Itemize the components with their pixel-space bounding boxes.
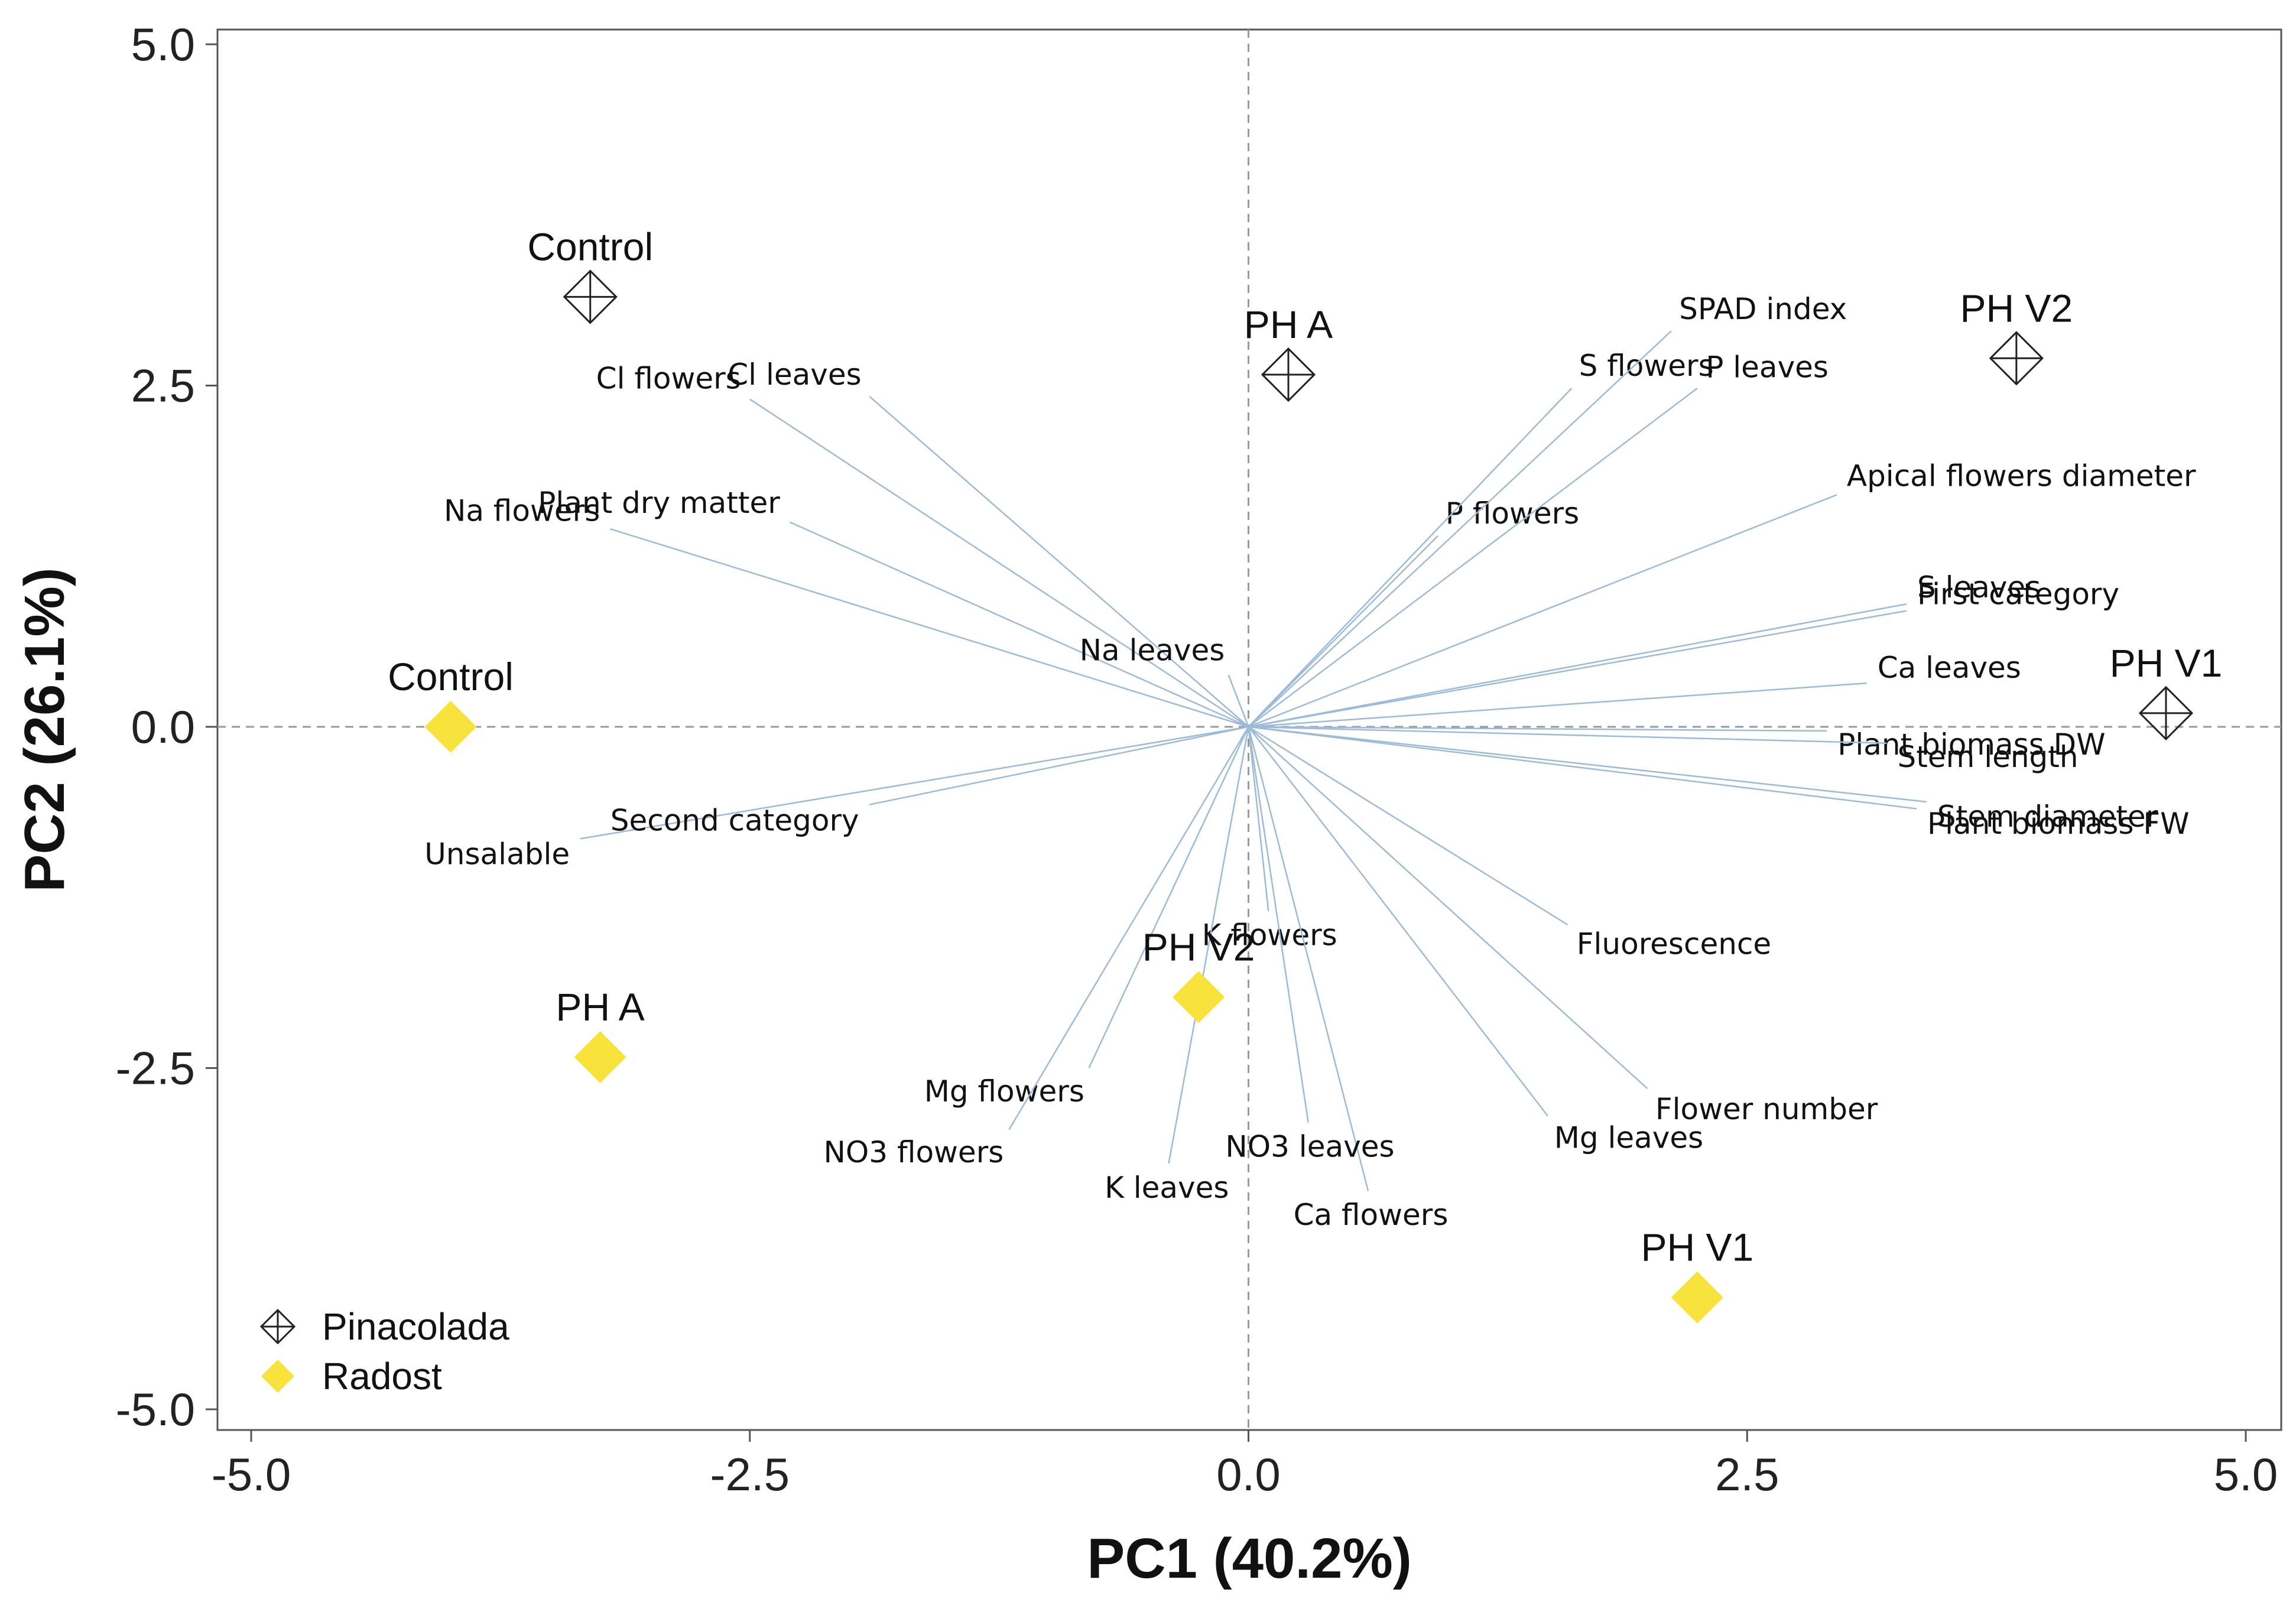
loading-vector (1248, 726, 1548, 1117)
loading-label: P flowers (1446, 496, 1579, 531)
y-axis-title: PC2 (26.1%) (13, 567, 76, 892)
loading-label: Apical flowers diameter (1847, 459, 2196, 493)
point-label: PH V1 (2110, 641, 2223, 685)
loading-label: Plant biomass DW (1837, 727, 2105, 762)
loading-vector (1248, 610, 1907, 728)
point-label: PH V2 (1960, 286, 2073, 330)
loading-label: SPAD index (1679, 292, 1847, 326)
x-tick-label: 2.5 (1715, 1448, 1779, 1500)
loading-label: S leaves (1917, 570, 2041, 604)
y-tick-label: 2.5 (131, 360, 195, 412)
loading-vector (1248, 726, 1648, 1090)
loading-vector (1227, 674, 1249, 727)
y-tick-label: 5.0 (131, 18, 195, 70)
axis-ticks: -5.0 -2.5 0.0 2.5 5.0 5.0 2.5 0.0 -2.5 -5.0 (116, 18, 2278, 1500)
x-tick-label: 0.0 (1216, 1448, 1280, 1500)
point-label: PH A (556, 985, 644, 1029)
loading-label: Stem diameter (1937, 800, 2158, 834)
point-label: Control (527, 225, 653, 268)
loading-label: Mg leaves (1554, 1121, 1703, 1155)
legend-label: Radost (322, 1355, 442, 1398)
loading-vector (1248, 726, 1827, 732)
y-tick-label: 0.0 (131, 701, 195, 753)
loading-label: Ca flowers (1294, 1198, 1449, 1232)
loading-label: Second category (610, 803, 859, 837)
loading-label: NO3 leaves (1225, 1130, 1394, 1164)
radost-point (424, 701, 477, 753)
observation-points: Control PH A PH V2 PH V1 Control PH A PH V2 PH … (388, 225, 2223, 1324)
legend-radost-marker (261, 1360, 294, 1393)
radost-point (1671, 1271, 1723, 1324)
radost-point (1173, 971, 1225, 1023)
point-label: PH V2 (1142, 925, 1255, 968)
x-axis-title: PC1 (40.2%) (1087, 1527, 1412, 1590)
loading-label: Plant dry matter (538, 486, 780, 520)
x-tick-label: -5.0 (212, 1448, 291, 1500)
loading-label: Plant biomass FW (1927, 807, 2190, 841)
loading-vector (1248, 388, 1698, 727)
loading-vector (869, 396, 1249, 727)
y-tick-label: -2.5 (116, 1042, 195, 1094)
loading-label: K flowers (1202, 918, 1337, 953)
loading-label: Mg flowers (924, 1074, 1084, 1109)
loading-label: K leaves (1105, 1171, 1229, 1205)
point-label: Control (388, 655, 514, 698)
loading-vector (1248, 726, 1917, 810)
x-tick-label: 5.0 (2214, 1448, 2278, 1500)
y-tick-label: -5.0 (116, 1383, 195, 1435)
loading-vector (1248, 535, 1439, 727)
loading-vector (1248, 388, 1573, 727)
loading-vector (1248, 726, 1269, 911)
loading-vector (1248, 726, 1309, 1123)
loading-label: Cl leaves (728, 358, 861, 392)
loading-vector (1168, 726, 1249, 1164)
loading-vector (1248, 603, 1907, 728)
loading-label: Ca leaves (1878, 651, 2021, 685)
loading-label: Na flowers (444, 494, 600, 528)
loading-label: P leaves (1706, 350, 1829, 384)
loading-label: Stem length (1897, 740, 2078, 774)
loading-label: Unsalable (424, 837, 570, 871)
loading-vector (1248, 494, 1837, 728)
point-label: PH A (1244, 303, 1333, 346)
legend-label: Pinacolada (322, 1305, 509, 1348)
loading-vector (789, 521, 1249, 728)
loading-vector (869, 726, 1249, 805)
loading-vector (1248, 330, 1672, 727)
loading-vector (749, 398, 1249, 728)
point-label: PH V1 (1641, 1226, 1754, 1269)
loading-label: NO3 flowers (823, 1135, 1004, 1169)
x-tick-label: -2.5 (710, 1448, 790, 1500)
loading-vector (1248, 726, 1927, 803)
loading-label: Na leaves (1080, 633, 1225, 667)
loading-label: Fluorescence (1577, 927, 1771, 961)
loading-vector (1088, 726, 1249, 1069)
loading-vector (1248, 682, 1867, 728)
loading-vector (580, 726, 1249, 840)
loading-vector (1248, 726, 1568, 926)
loading-vector (1008, 726, 1249, 1130)
loading-vector (1248, 726, 1369, 1191)
loading-label: First category (1917, 577, 2119, 612)
radost-point (574, 1031, 626, 1084)
loading-vector (610, 528, 1249, 728)
loading-vector (1248, 726, 1887, 744)
loading-label: Cl flowers (596, 362, 741, 396)
legend: Pinacolada Radost (259, 1305, 509, 1398)
loading-label: Flower number (1655, 1092, 1878, 1126)
